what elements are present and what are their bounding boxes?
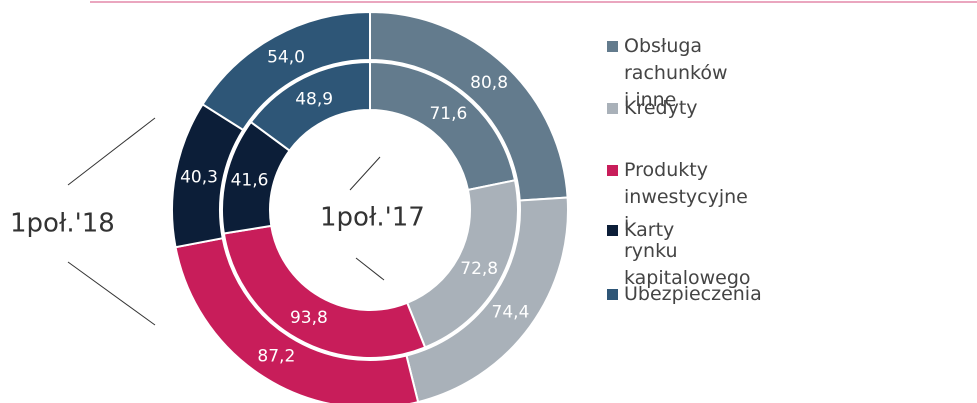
legend-label: Obsługa rachunków i inne — [624, 35, 728, 111]
legend-label: Ubezpieczenia — [624, 283, 762, 305]
legend-swatch — [607, 165, 618, 176]
slice-label: 87,2 — [257, 347, 295, 367]
leader-line — [67, 261, 156, 326]
legend-label: Produkty inwestycyjne i rynku kapitalowe… — [624, 159, 751, 289]
legend-item: Produkty inwestycyjne i rynku kapitalowe… — [607, 157, 751, 292]
legend-swatch — [607, 289, 618, 300]
legend-label: Karty — [624, 219, 675, 241]
slice — [222, 224, 427, 359]
legend-swatch — [607, 41, 618, 52]
slice-label: 71,6 — [429, 104, 467, 124]
legend-item: Ubezpieczenia — [607, 281, 762, 308]
legend-swatch — [607, 225, 618, 236]
leader-line — [355, 257, 385, 281]
ring-label: 1poł.'18 — [10, 209, 115, 239]
slice — [249, 60, 371, 152]
legend-item: Karty — [607, 217, 674, 244]
legend-item: Obsługa rachunków i inne — [607, 33, 728, 114]
slice-label: 72,8 — [460, 259, 498, 279]
slice-label: 74,4 — [492, 303, 530, 323]
leader-line — [349, 156, 381, 191]
slice-label: 48,9 — [295, 89, 333, 109]
slice — [201, 10, 371, 132]
slice-label: 93,8 — [290, 308, 328, 328]
slice-label: 54,0 — [267, 48, 305, 68]
legend-label: Kredyty — [624, 97, 698, 119]
legend-swatch — [607, 103, 618, 114]
ring-label: 1poł.'17 — [320, 203, 425, 233]
leader-line — [67, 117, 156, 186]
slice-label: 41,6 — [231, 171, 269, 191]
slice-label: 80,8 — [470, 73, 508, 93]
slice-label: 40,3 — [180, 168, 218, 188]
legend-item: Kredyty — [607, 95, 698, 122]
